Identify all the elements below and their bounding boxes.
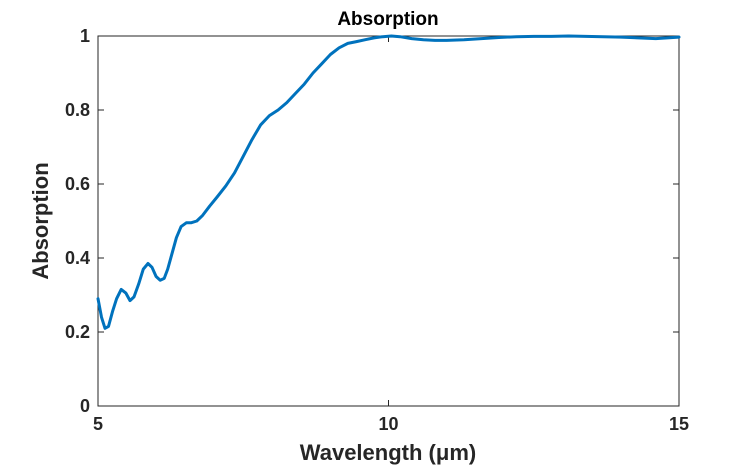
tick-marks (97, 35, 680, 407)
plot-frame (97, 35, 680, 407)
series-line-absorption (96, 34, 681, 330)
y-tick-label: 0.4 (65, 248, 90, 268)
y-axis-label: Absorption (28, 162, 53, 279)
y-tick-label: 0.6 (65, 174, 90, 194)
y-tick-label: 0.2 (65, 322, 90, 342)
chart-title: Absorption (337, 9, 438, 30)
y-tick-label: 0.8 (65, 100, 90, 120)
plot-area: 5 10 15 0 0.2 0.4 0.6 0.8 1 (65, 26, 689, 434)
x-tick-label: 10 (378, 414, 398, 434)
y-tick-label: 1 (80, 26, 90, 46)
tick-labels: 5 10 15 0 0.2 0.4 0.6 0.8 1 (65, 26, 689, 434)
x-tick-label: 5 (93, 414, 103, 434)
y-tick-label: 0 (80, 396, 90, 416)
x-axis-label: Wavelength (μm) (300, 440, 476, 465)
x-tick-label: 15 (669, 414, 689, 434)
